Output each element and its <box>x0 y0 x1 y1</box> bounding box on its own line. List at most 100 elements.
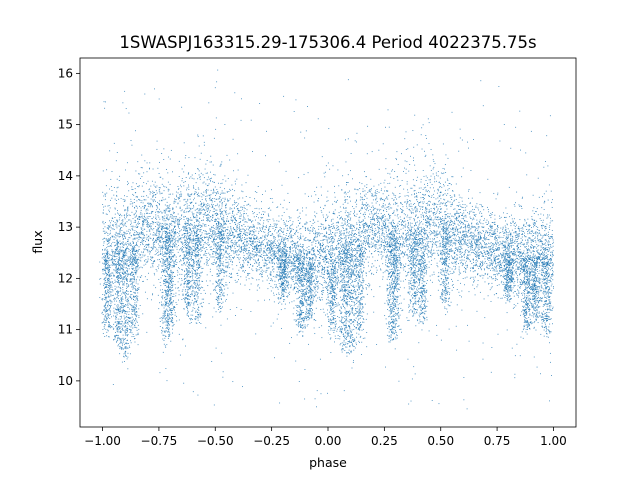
data-point <box>452 176 454 178</box>
data-point <box>293 265 295 267</box>
data-point <box>416 208 418 210</box>
data-point <box>422 206 424 208</box>
data-point <box>312 272 313 274</box>
data-point <box>368 234 370 236</box>
data-point <box>465 214 467 216</box>
data-point <box>349 213 351 215</box>
data-point <box>327 246 329 248</box>
data-point <box>258 279 260 281</box>
data-point <box>145 244 147 246</box>
data-point <box>348 252 350 253</box>
data-point <box>409 224 411 226</box>
data-point <box>195 182 197 184</box>
data-point <box>287 240 289 242</box>
data-point <box>293 283 295 285</box>
data-point <box>373 218 375 220</box>
data-point <box>415 216 416 217</box>
data-point <box>366 230 368 232</box>
data-point <box>426 271 427 273</box>
data-point <box>153 216 155 218</box>
data-point <box>450 219 452 221</box>
data-point <box>307 239 309 241</box>
data-point <box>305 313 307 315</box>
data-point <box>308 229 310 231</box>
data-point <box>268 215 270 217</box>
data-point <box>494 269 495 271</box>
data-point <box>478 266 480 267</box>
data-point <box>481 261 483 263</box>
data-point <box>184 198 186 200</box>
data-point <box>271 279 273 281</box>
data-point <box>503 244 505 246</box>
data-point <box>433 242 435 244</box>
data-point <box>151 218 153 219</box>
data-point <box>520 282 522 283</box>
data-point <box>383 225 384 227</box>
data-point <box>532 222 534 224</box>
data-point <box>184 240 186 242</box>
data-point <box>503 241 505 243</box>
data-point <box>203 247 205 249</box>
data-point <box>310 284 312 286</box>
data-point <box>147 227 149 228</box>
data-point <box>527 231 528 233</box>
data-point <box>461 213 463 215</box>
data-point <box>538 244 540 246</box>
data-point <box>451 285 453 287</box>
data-point <box>299 239 300 241</box>
data-point <box>184 227 186 229</box>
data-point <box>376 217 378 219</box>
data-point <box>244 229 246 231</box>
data-point <box>457 205 459 206</box>
data-point <box>509 230 510 232</box>
data-point <box>145 261 147 263</box>
data-point <box>470 245 472 247</box>
data-point <box>315 241 317 242</box>
data-point <box>351 228 353 230</box>
data-point <box>362 219 364 221</box>
data-point <box>319 257 321 259</box>
data-point <box>130 258 132 260</box>
data-point <box>477 273 479 275</box>
data-point <box>451 224 452 226</box>
data-point <box>260 246 262 248</box>
data-point <box>491 233 493 235</box>
data-point <box>160 245 162 247</box>
data-point <box>545 315 547 317</box>
data-point <box>299 314 301 316</box>
data-point <box>256 262 258 264</box>
data-point <box>294 272 296 274</box>
data-point <box>209 197 211 199</box>
data-point <box>486 231 488 233</box>
data-point <box>273 250 275 252</box>
data-point <box>405 232 407 234</box>
data-point <box>170 213 172 215</box>
data-point <box>500 227 502 229</box>
data-point <box>345 249 347 251</box>
data-point <box>518 226 520 228</box>
data-point <box>244 226 246 227</box>
data-point <box>137 225 139 227</box>
data-point <box>519 249 521 251</box>
data-point <box>110 237 112 239</box>
data-point <box>233 246 235 248</box>
data-point <box>470 246 472 248</box>
data-point <box>210 199 212 201</box>
data-point <box>453 200 455 202</box>
data-point <box>371 218 373 220</box>
data-point <box>408 268 410 270</box>
data-point <box>422 197 424 198</box>
data-point <box>343 253 345 255</box>
data-point <box>376 269 378 271</box>
data-point <box>230 245 231 247</box>
data-point <box>416 236 418 238</box>
data-point <box>467 231 469 233</box>
data-point <box>514 252 516 254</box>
data-point <box>474 270 476 272</box>
data-point <box>495 243 497 245</box>
data-point <box>441 246 443 248</box>
data-point <box>231 219 233 221</box>
data-point <box>153 192 155 193</box>
data-point <box>179 230 181 232</box>
data-point <box>234 240 236 242</box>
